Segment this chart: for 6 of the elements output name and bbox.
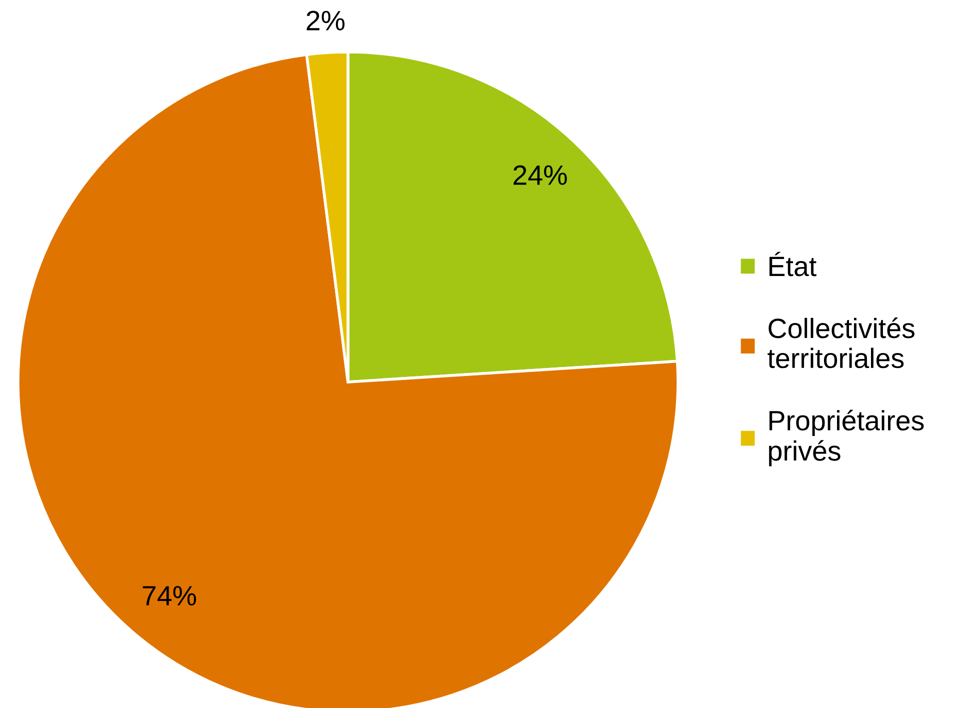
data-label: 2% — [306, 10, 344, 30]
legend-label: Propriétaires privés — [769, 410, 924, 466]
data-label: 24% — [514, 165, 567, 185]
legend-label: Collectivités territoriales — [768, 318, 914, 368]
legend-label: État — [770, 252, 816, 276]
data-label: 74% — [142, 586, 196, 606]
